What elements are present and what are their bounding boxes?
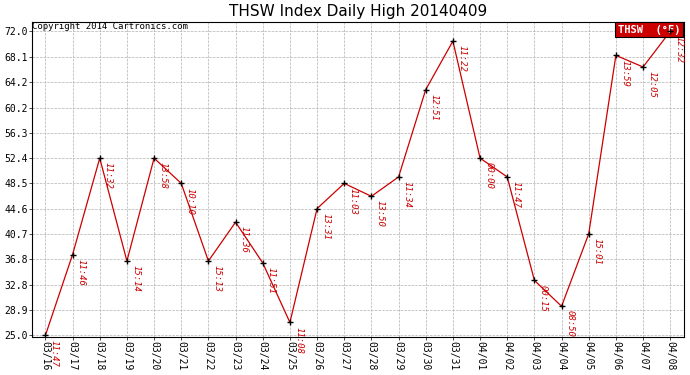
Text: 11:08: 11:08 (294, 327, 303, 354)
Text: 15:01: 15:01 (593, 238, 602, 265)
Text: 11:46: 11:46 (77, 259, 86, 285)
Text: THSW  (°F): THSW (°F) (618, 25, 680, 35)
Text: 00:00: 00:00 (484, 162, 493, 189)
Text: 11:34: 11:34 (403, 181, 412, 208)
Text: 11:47: 11:47 (50, 339, 59, 366)
Text: 13:58: 13:58 (158, 162, 167, 189)
Text: 15:13: 15:13 (213, 265, 221, 292)
Text: 00:15: 00:15 (539, 285, 548, 311)
Title: THSW Index Daily High 20140409: THSW Index Daily High 20140409 (228, 4, 487, 19)
Text: 11:32: 11:32 (104, 162, 113, 189)
Text: 13:50: 13:50 (375, 201, 384, 227)
Text: 11:47: 11:47 (511, 181, 520, 208)
Text: 12:05: 12:05 (647, 71, 656, 98)
Text: 12:32: 12:32 (674, 36, 683, 63)
Text: 08:50: 08:50 (566, 310, 575, 337)
Text: 15:14: 15:14 (131, 265, 140, 292)
Text: 13:31: 13:31 (322, 213, 331, 240)
Text: 11:22: 11:22 (457, 45, 466, 72)
Text: 12:51: 12:51 (430, 94, 439, 121)
Text: 11:51: 11:51 (267, 267, 276, 294)
Text: Copyright 2014 Cartronics.com: Copyright 2014 Cartronics.com (32, 22, 188, 31)
Text: 11:03: 11:03 (348, 188, 357, 214)
Text: 10:10: 10:10 (186, 188, 195, 214)
Text: 13:59: 13:59 (620, 60, 629, 86)
Text: 11:36: 11:36 (239, 226, 248, 253)
